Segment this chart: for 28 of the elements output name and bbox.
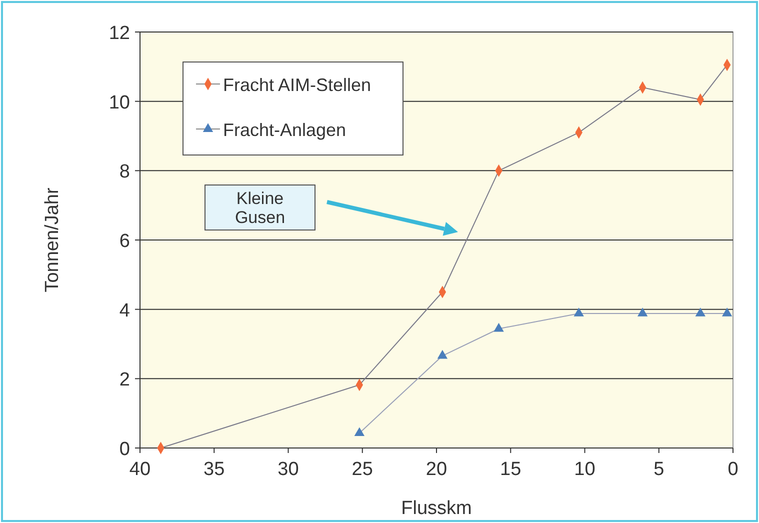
x-tick-label: 35 (204, 459, 225, 480)
x-tick-label: 40 (129, 459, 151, 480)
x-tick-label: 30 (278, 459, 299, 480)
x-tick-label: 5 (654, 459, 664, 480)
point (637, 308, 648, 316)
y-tick-label: 10 (108, 92, 130, 114)
y-axis-title: Tonnen/Jahr (42, 187, 63, 292)
y-tick-label: 12 (108, 23, 130, 44)
point (354, 427, 365, 436)
point (695, 308, 706, 316)
y-tick-label: 6 (119, 231, 130, 252)
y-tick-label: 8 (119, 162, 130, 183)
y-tick-label: 2 (119, 370, 130, 391)
point (437, 350, 448, 359)
x-tick-label: 25 (352, 459, 373, 480)
x-tick-label: 15 (500, 459, 522, 480)
point (574, 308, 584, 316)
point (722, 308, 732, 316)
y-tick-label: 0 (119, 439, 130, 460)
x-tick-label: 20 (426, 459, 448, 480)
y-tick-label: 4 (119, 300, 130, 322)
annotation: Kleine Gusen (234, 189, 286, 227)
x-axis-title: Flusskm (401, 498, 472, 519)
legend-label: Fracht-Anlagen (223, 120, 346, 140)
point (494, 322, 504, 332)
legend-label: Fracht AIM-Stellen (223, 75, 372, 95)
x-tick-label: 10 (574, 459, 596, 480)
x-tick-label: 0 (728, 459, 738, 480)
